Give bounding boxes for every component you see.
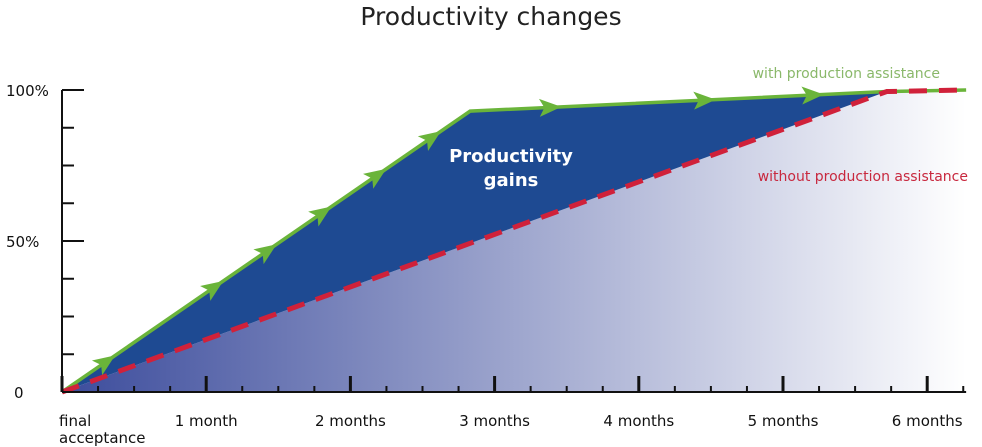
arrow-marker xyxy=(363,168,387,189)
x-tick-label: 6 months xyxy=(892,412,963,430)
x-tick-label: 3 months xyxy=(459,412,530,430)
arrow-marker xyxy=(538,98,562,117)
x-tick-label: 5 months xyxy=(748,412,819,430)
baseline-area xyxy=(62,90,967,392)
x-tick-label: 1 month xyxy=(175,412,238,430)
arrow-marker xyxy=(253,244,277,265)
productivity-gains-label: Productivity gains xyxy=(449,146,573,191)
x-tick-label-line: final xyxy=(59,412,91,430)
arrow-marker xyxy=(308,206,332,227)
productivity-gains-area xyxy=(62,90,967,392)
legend-without-assistance: without production assistance xyxy=(758,169,968,185)
x-tick-label: 4 months xyxy=(603,412,674,430)
x-tick-label-line: 2 months xyxy=(315,412,386,430)
arrow-marker xyxy=(417,131,442,152)
x-tick-label-line: 1 month xyxy=(175,412,238,430)
x-tick-label-line: 3 months xyxy=(459,412,530,430)
arrow-marker xyxy=(693,91,716,110)
chart-title: Productivity changes xyxy=(360,2,622,31)
arrow-marker xyxy=(801,86,824,105)
x-tick-label-line: acceptance xyxy=(59,429,146,447)
x-tick-label: final acceptance xyxy=(59,412,146,447)
productivity-gains-label-line: gains xyxy=(484,170,539,191)
without-assistance-line xyxy=(61,87,967,395)
legend-with-assistance: with production assistance xyxy=(753,66,940,82)
y-tick-label: 100% xyxy=(6,82,49,100)
arrow-marker xyxy=(200,280,224,301)
arrow-marker xyxy=(91,355,116,376)
y-tick-label: 50% xyxy=(6,233,39,251)
x-tick-label-line: 5 months xyxy=(748,412,819,430)
productivity-gains-label-line: Productivity xyxy=(449,146,573,167)
y-tick-label: 0 xyxy=(14,384,24,402)
x-tick-label: 2 months xyxy=(315,412,386,430)
x-tick-label-line: 6 months xyxy=(892,412,963,430)
x-tick-label-line: 4 months xyxy=(603,412,674,430)
